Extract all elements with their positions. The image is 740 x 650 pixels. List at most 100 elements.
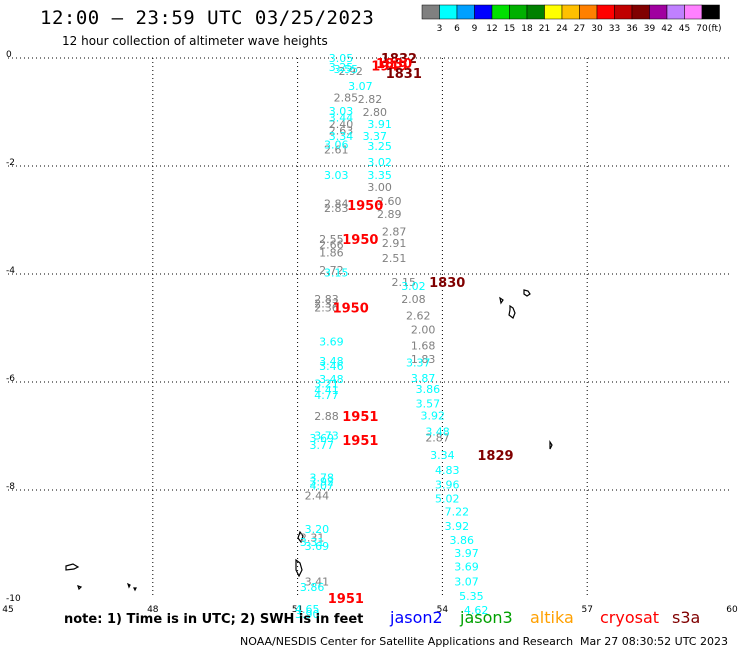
color-swatch (701, 4, 720, 20)
wave-height-label: 4.62 (464, 604, 489, 617)
wave-height-label: 1.86 (319, 246, 344, 259)
island-outline (297, 530, 304, 544)
y-tick-label: -10 (6, 594, 21, 604)
legend-s3a: s3a (672, 608, 701, 627)
wave-height-label: 3.02 (367, 156, 392, 169)
wave-height-label: 3.41 (305, 575, 330, 588)
wave-height-label: 3.48 (319, 373, 344, 386)
y-tick-label: 0 (6, 50, 12, 60)
pass-time-label: 1951 (342, 410, 378, 425)
color-scale-label: 33 (609, 24, 620, 34)
wave-height-label: 3.37 (363, 130, 388, 143)
wave-height-label: 3.55 (334, 63, 359, 76)
wave-height-points: 2.922.85 2.822.802.402.632.613.002.842.83… (295, 52, 488, 621)
island-outlines (65, 289, 553, 592)
credit-line: NOAA/NESDIS Center for Satellite Applica… (240, 635, 574, 648)
wave-height-label: 2.62 (406, 310, 431, 323)
wave-height-label: 3.92 (420, 409, 445, 422)
wave-height-label: 2.91 (382, 237, 407, 250)
wave-height-label: 2.72 (319, 264, 344, 277)
wave-height-label: 2.83 (314, 293, 339, 306)
wave-height-label: 2.89 (377, 208, 402, 221)
wave-height-label: 3.21 (314, 378, 339, 391)
wave-height-label: 3.20 (305, 523, 330, 536)
pass-time-label: 1830 (429, 276, 465, 291)
y-tick-label: -8 (6, 482, 15, 492)
x-tick-label: 51 (292, 605, 303, 615)
wave-height-label: 3.73 (314, 429, 339, 442)
axis-ticks: 45 48 51 54 57 60 0 -2 -4 -6 -8 -10 (2, 50, 738, 615)
color-scale-label: 24 (556, 24, 568, 34)
wave-height-label: 2.92 (338, 65, 363, 78)
wave-height-label: 3.05 (329, 52, 354, 65)
wave-height-label: 3.78 (309, 472, 334, 485)
legend-cryosat: cryosat (600, 608, 660, 627)
wave-height-label: 4.07 (309, 480, 334, 493)
wave-height-label: 3.92 (445, 520, 470, 533)
y-tick-label: -4 (6, 266, 15, 276)
wave-height-label: 3.48 (425, 426, 450, 439)
wave-height-label: 2.63 (329, 124, 354, 137)
wave-height-label: 3.25 (367, 140, 392, 153)
legend-jason3: jason3 (460, 608, 513, 627)
wave-height-label: 3.34 (329, 130, 354, 143)
wave-height-label: 2.51 (382, 252, 407, 265)
y-tick-label: -6 (6, 374, 15, 384)
wave-height-label: 3.86 (449, 534, 474, 547)
island-outline (508, 304, 516, 319)
legend-altika: altika (530, 608, 574, 627)
color-scale-label: 3 (437, 24, 443, 34)
color-scale-label: 12 (486, 24, 497, 34)
color-scale-label: 36 (626, 24, 638, 34)
wave-height-label: 3.31 (300, 536, 325, 549)
pass-time-label: 1950 (347, 199, 383, 214)
wave-height-label: 3.91 (367, 118, 392, 131)
island-outline (65, 563, 80, 571)
x-tick-label: 45 (2, 605, 13, 615)
chart-title: 12:00 – 23:59 UTC 03/25/2023 (40, 7, 375, 29)
color-scale-label: 27 (574, 24, 585, 34)
wave-height-label: 3.96 (435, 479, 460, 492)
pass-time-label: 1951 (328, 592, 364, 607)
color-scale-label: 70 (696, 24, 708, 34)
color-scale-unit: (ft) (708, 24, 722, 34)
wave-height-label: 3.69 (319, 336, 344, 349)
wave-height-label: 3.34 (430, 449, 455, 462)
island-outline (133, 587, 137, 592)
wave-height-label: 2.80 (363, 106, 388, 119)
time-labels: 1832183019491831195019501830195019511951… (328, 52, 514, 607)
pass-time-label: 1831 (386, 67, 422, 82)
island-outline (523, 289, 531, 297)
wave-height-label: 5.02 (435, 493, 460, 506)
pass-time-label: 1950 (342, 233, 378, 248)
x-tick-label: 57 (581, 605, 592, 615)
pass-time-label: 1949 (371, 60, 407, 75)
wave-height-label: 2.85 (334, 91, 359, 104)
wave-height-label: 3.02 (401, 280, 426, 293)
color-scale-label: 18 (521, 24, 533, 34)
wave-height-label: 3.37 (406, 357, 431, 370)
pass-time-label: 1830 (376, 57, 412, 72)
wave-height-label: 1.68 (411, 339, 436, 352)
wave-height-label: 2.83 (324, 202, 349, 215)
wave-height-label: 2.44 (305, 489, 330, 502)
color-scale-label: 30 (591, 24, 603, 34)
wave-height-label: 3.92 (309, 475, 334, 488)
island-outline (549, 440, 553, 450)
color-scale-label: 15 (504, 24, 515, 34)
wave-height-label: 2.37 (314, 298, 339, 311)
island-outline (126, 582, 131, 589)
wave-height-label: 4.65 (295, 603, 320, 616)
wave-height-label: 2.88 (314, 410, 339, 423)
wave-height-label: 3.87 (411, 372, 436, 385)
color-scale-legend: 3 6 9 12 15 18 21 24 27 30 33 36 39 42 45 70 (ft) (421, 4, 722, 34)
legend-jason2: jason2 (390, 608, 443, 627)
wave-height-label: 3.86 (300, 581, 325, 594)
wave-height-label: 2.60 (377, 195, 402, 208)
wave-height-label: 3.97 (454, 547, 479, 560)
wave-height-label: 3.69 (305, 540, 330, 553)
wave-height-label: 2.82 (358, 93, 383, 106)
wave-height-label: 4.41 (314, 384, 339, 397)
wave-height-label: 3.77 (309, 439, 334, 452)
wave-height-label: 2.00 (411, 324, 436, 337)
